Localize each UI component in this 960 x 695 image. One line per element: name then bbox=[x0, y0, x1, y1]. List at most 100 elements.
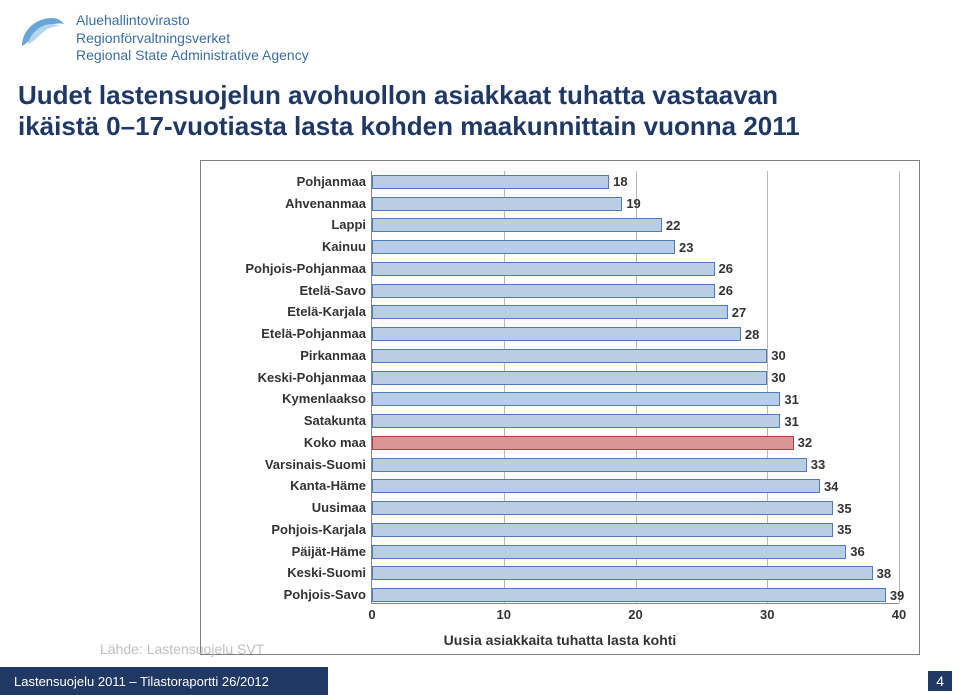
bar bbox=[372, 436, 794, 450]
bar bbox=[372, 588, 886, 602]
category-label: Ahvenanmaa bbox=[207, 195, 372, 213]
bar bbox=[372, 414, 780, 428]
bar-value: 34 bbox=[820, 477, 838, 495]
category-label: Pohjois-Pohjanmaa bbox=[207, 260, 372, 278]
source-label: Lähde: Lastensuojelu SVT bbox=[100, 641, 264, 657]
bar bbox=[372, 262, 715, 276]
bar bbox=[372, 175, 609, 189]
bar bbox=[372, 240, 675, 254]
logo-text-en: Regional State Administrative Agency bbox=[76, 47, 309, 65]
bar bbox=[372, 523, 833, 537]
page-number: 4 bbox=[928, 671, 952, 691]
category-label: Kymenlaakso bbox=[207, 390, 372, 408]
x-axis-title: Uusia asiakkaita tuhatta lasta kohti bbox=[201, 632, 919, 648]
bar-row: Etelä-Savo26 bbox=[372, 282, 899, 300]
bar-value: 36 bbox=[846, 543, 864, 561]
bar-value: 27 bbox=[728, 303, 746, 321]
logo-text-fi: Aluehallintovirasto bbox=[76, 12, 309, 30]
footer-text: Lastensuojelu 2011 – Tilastoraportti 26/… bbox=[14, 674, 269, 689]
bar-value: 31 bbox=[780, 390, 798, 408]
bar-value: 30 bbox=[767, 347, 785, 365]
bar-row: Koko maa32 bbox=[372, 434, 899, 452]
bar bbox=[372, 479, 820, 493]
bar-row: Kanta-Häme34 bbox=[372, 477, 899, 495]
bar-row: Pirkanmaa30 bbox=[372, 347, 899, 365]
bar bbox=[372, 197, 622, 211]
bar-row: Etelä-Pohjanmaa28 bbox=[372, 325, 899, 343]
bar-value: 26 bbox=[715, 260, 733, 278]
logo-text-sv: Regionförvaltningsverket bbox=[76, 30, 309, 48]
bar-row: Kymenlaakso31 bbox=[372, 390, 899, 408]
bar-row: Uusimaa35 bbox=[372, 499, 899, 517]
bar-value: 33 bbox=[807, 456, 825, 474]
category-label: Keski-Pohjanmaa bbox=[207, 369, 372, 387]
category-label: Pirkanmaa bbox=[207, 347, 372, 365]
bar-row: Lappi22 bbox=[372, 216, 899, 234]
bar bbox=[372, 305, 728, 319]
category-label: Etelä-Karjala bbox=[207, 303, 372, 321]
bar-value: 23 bbox=[675, 238, 693, 256]
category-label: Pohjanmaa bbox=[207, 173, 372, 191]
bar-row: Varsinais-Suomi33 bbox=[372, 456, 899, 474]
category-label: Etelä-Pohjanmaa bbox=[207, 325, 372, 343]
chart-frame: 010203040Pohjanmaa18Ahvenanmaa19Lappi22K… bbox=[200, 160, 920, 655]
bar-row: Keski-Pohjanmaa30 bbox=[372, 369, 899, 387]
bar bbox=[372, 327, 741, 341]
category-label: Varsinais-Suomi bbox=[207, 456, 372, 474]
bar bbox=[372, 566, 873, 580]
bar-row: Päijät-Häme36 bbox=[372, 543, 899, 561]
bar-value: 22 bbox=[662, 216, 680, 234]
x-tick-label: 10 bbox=[497, 603, 511, 622]
category-label: Keski-Suomi bbox=[207, 564, 372, 582]
plot-area: 010203040Pohjanmaa18Ahvenanmaa19Lappi22K… bbox=[371, 171, 899, 604]
bar bbox=[372, 458, 807, 472]
x-tick-label: 0 bbox=[368, 603, 375, 622]
bar-value: 35 bbox=[833, 499, 851, 517]
bar bbox=[372, 501, 833, 515]
x-tick-label: 20 bbox=[628, 603, 642, 622]
bar bbox=[372, 349, 767, 363]
bar bbox=[372, 545, 846, 559]
category-label: Koko maa bbox=[207, 434, 372, 452]
bar-value: 19 bbox=[622, 195, 640, 213]
footer-bar: Lastensuojelu 2011 – Tilastoraportti 26/… bbox=[0, 667, 328, 695]
category-label: Pohjois-Karjala bbox=[207, 521, 372, 539]
bar-row: Keski-Suomi38 bbox=[372, 564, 899, 582]
category-label: Kainuu bbox=[207, 238, 372, 256]
bar-row: Pohjois-Pohjanmaa26 bbox=[372, 260, 899, 278]
category-label: Lappi bbox=[207, 216, 372, 234]
bar-value: 30 bbox=[767, 369, 785, 387]
x-tick-label: 40 bbox=[892, 603, 906, 622]
gridline bbox=[899, 171, 900, 603]
bar-row: Pohjanmaa18 bbox=[372, 173, 899, 191]
bar-value: 32 bbox=[794, 434, 812, 452]
bar bbox=[372, 371, 767, 385]
bar-value: 18 bbox=[609, 173, 627, 191]
category-label: Kanta-Häme bbox=[207, 477, 372, 495]
bar-row: Kainuu23 bbox=[372, 238, 899, 256]
bar-row: Satakunta31 bbox=[372, 412, 899, 430]
category-label: Päijät-Häme bbox=[207, 543, 372, 561]
bar-value: 31 bbox=[780, 412, 798, 430]
bar-value: 28 bbox=[741, 325, 759, 343]
agency-logo: Aluehallintovirasto Regionförvaltningsve… bbox=[18, 12, 309, 65]
bar-value: 39 bbox=[886, 586, 904, 604]
category-label: Satakunta bbox=[207, 412, 372, 430]
x-tick-label: 30 bbox=[760, 603, 774, 622]
bar bbox=[372, 218, 662, 232]
category-label: Pohjois-Savo bbox=[207, 586, 372, 604]
category-label: Etelä-Savo bbox=[207, 282, 372, 300]
title-line-2: ikäistä 0–17-vuotiasta lasta kohden maak… bbox=[18, 111, 800, 141]
title-line-1: Uudet lastensuojelun avohuollon asiakkaa… bbox=[18, 80, 778, 110]
bar-value: 35 bbox=[833, 521, 851, 539]
page-title: Uudet lastensuojelun avohuollon asiakkaa… bbox=[18, 80, 940, 142]
bar-row: Ahvenanmaa19 bbox=[372, 195, 899, 213]
bar-row: Pohjois-Savo39 bbox=[372, 586, 899, 604]
bar-value: 38 bbox=[873, 564, 891, 582]
bar bbox=[372, 284, 715, 298]
bar-row: Pohjois-Karjala35 bbox=[372, 521, 899, 539]
logo-icon bbox=[18, 12, 66, 60]
bar-row: Etelä-Karjala27 bbox=[372, 303, 899, 321]
bar-value: 26 bbox=[715, 282, 733, 300]
bar bbox=[372, 392, 780, 406]
